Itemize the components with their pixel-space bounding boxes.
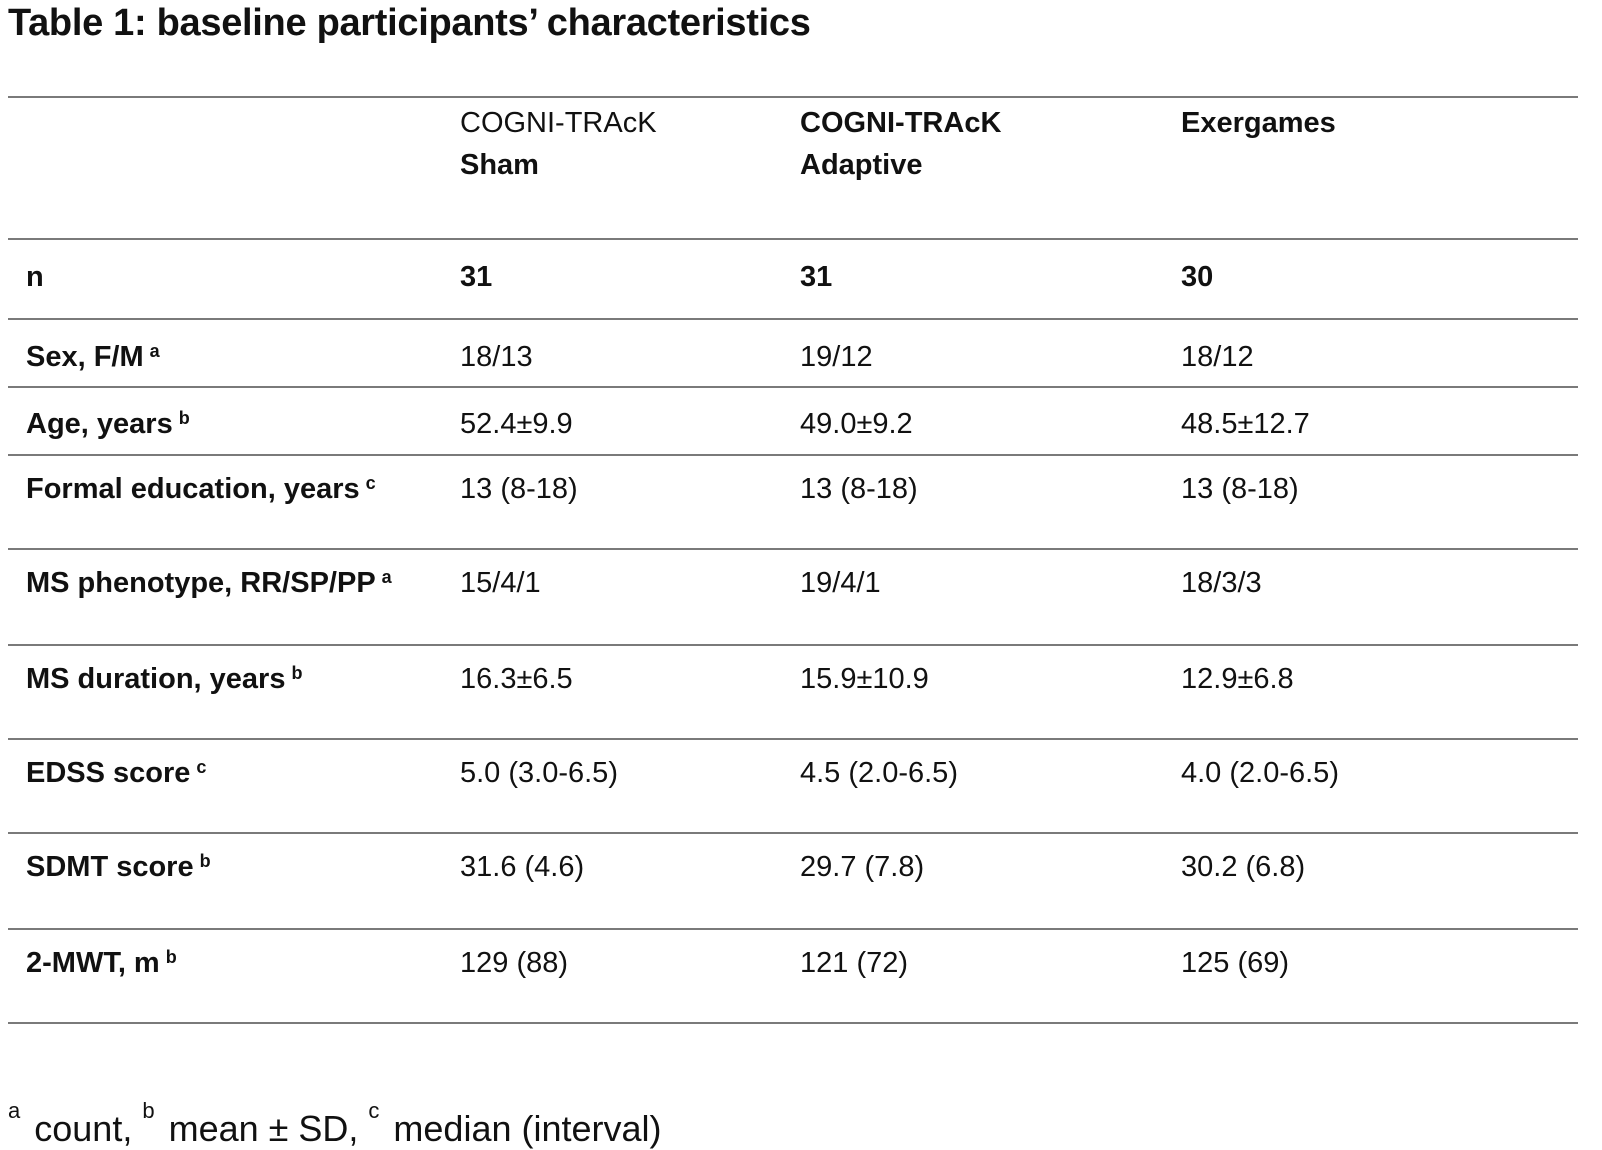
- row-label: SDMT score b: [26, 851, 211, 883]
- column-header-exergames: Exergames: [1181, 102, 1336, 144]
- column-header-line2: Adaptive: [800, 149, 923, 181]
- table-row: MS duration, years b 16.3±6.5 15.9±10.9 1…: [8, 644, 1578, 738]
- table-row: Formal education, years c 13 (8-18) 13 (8…: [8, 454, 1578, 548]
- footnote-marker: c: [196, 757, 207, 777]
- footnote-mark-a: a: [8, 1098, 21, 1123]
- footnote-text-c: median (interval): [383, 1108, 662, 1149]
- table-row: Sex, F/M a 18/13 19/12 18/12: [8, 318, 1578, 386]
- footnote-mark-b: b: [142, 1098, 155, 1123]
- row-label: Age, years b: [26, 408, 190, 440]
- table-row: n 31 31 30: [8, 238, 1578, 318]
- table-footnote: a count, b mean ± SD, c median (interval…: [8, 1098, 662, 1150]
- cell-adaptive: 15.9±10.9: [800, 663, 929, 695]
- cell-exergames: 4.0 (2.0-6.5): [1181, 757, 1339, 789]
- table-row: MS phenotype, RR/SP/PP a 15/4/1 19/4/1 18…: [8, 548, 1578, 644]
- cell-sham: 129 (88): [460, 947, 569, 979]
- footnote-marker: b: [199, 851, 211, 871]
- cell-adaptive: 4.5 (2.0-6.5): [800, 757, 958, 789]
- cell-sham: 16.3±6.5: [460, 663, 573, 695]
- cell-adaptive: 31: [800, 261, 833, 293]
- cell-exergames: 30: [1181, 261, 1214, 293]
- row-label: EDSS score c: [26, 757, 207, 789]
- row-label: Formal education, years c: [26, 473, 376, 505]
- cell-exergames: 125 (69): [1181, 947, 1290, 979]
- table-title: Table 1: baseline participants’ characte…: [8, 2, 811, 44]
- cell-sham: 31: [460, 261, 493, 293]
- column-header-adaptive: COGNI-TRAcK Adaptive: [800, 102, 1001, 186]
- footnote-marker: a: [381, 567, 392, 587]
- footnote-marker: b: [291, 663, 303, 683]
- column-header-line1: Exergames: [1181, 107, 1336, 139]
- cell-sham: 31.6 (4.6): [460, 851, 585, 883]
- row-label: Sex, F/M a: [26, 341, 160, 373]
- row-label: MS duration, years b: [26, 663, 303, 695]
- cell-sham: 15/4/1: [460, 567, 541, 599]
- footnote-mark-c: c: [368, 1098, 380, 1123]
- cell-sham: 13 (8-18): [460, 473, 578, 505]
- cell-sham: 18/13: [460, 341, 533, 373]
- cell-adaptive: 29.7 (7.8): [800, 851, 925, 883]
- table-row: Age, years b 52.4±9.9 49.0±9.2 48.5±12.7: [8, 386, 1578, 454]
- footnote-text-b: mean ± SD,: [158, 1108, 369, 1149]
- row-label: n: [26, 261, 44, 293]
- column-header-line1: COGNI-TRAcK: [460, 107, 657, 139]
- table-row: SDMT score b 31.6 (4.6) 29.7 (7.8) 30.2 (…: [8, 832, 1578, 928]
- cell-adaptive: 49.0±9.2: [800, 408, 913, 440]
- cell-exergames: 18/12: [1181, 341, 1254, 373]
- cell-exergames: 13 (8-18): [1181, 473, 1299, 505]
- table-header-row: COGNI-TRAcK Sham COGNI-TRAcK Adaptive Ex…: [8, 96, 1578, 238]
- cell-adaptive: 13 (8-18): [800, 473, 918, 505]
- cell-sham: 52.4±9.9: [460, 408, 573, 440]
- table-row: EDSS score c 5.0 (3.0-6.5) 4.5 (2.0-6.5) …: [8, 738, 1578, 832]
- column-header-sham: COGNI-TRAcK Sham: [460, 102, 657, 186]
- cell-exergames: 18/3/3: [1181, 567, 1262, 599]
- footnote-marker: b: [165, 947, 177, 967]
- cell-adaptive: 19/12: [800, 341, 873, 373]
- cell-exergames: 12.9±6.8: [1181, 663, 1294, 695]
- cell-adaptive: 19/4/1: [800, 567, 881, 599]
- column-header-line1: COGNI-TRAcK: [800, 107, 1002, 139]
- footnote-marker: a: [149, 341, 160, 361]
- cell-exergames: 48.5±12.7: [1181, 408, 1310, 440]
- cell-exergames: 30.2 (6.8): [1181, 851, 1306, 883]
- footnote-marker: b: [178, 408, 190, 428]
- cell-sham: 5.0 (3.0-6.5): [460, 757, 618, 789]
- column-header-line2: Sham: [460, 149, 539, 181]
- footnote-text-a: count,: [24, 1108, 143, 1149]
- characteristics-table: COGNI-TRAcK Sham COGNI-TRAcK Adaptive Ex…: [8, 96, 1578, 1024]
- footnote-marker: c: [365, 473, 376, 493]
- row-label: MS phenotype, RR/SP/PP a: [26, 567, 392, 599]
- cell-adaptive: 121 (72): [800, 947, 909, 979]
